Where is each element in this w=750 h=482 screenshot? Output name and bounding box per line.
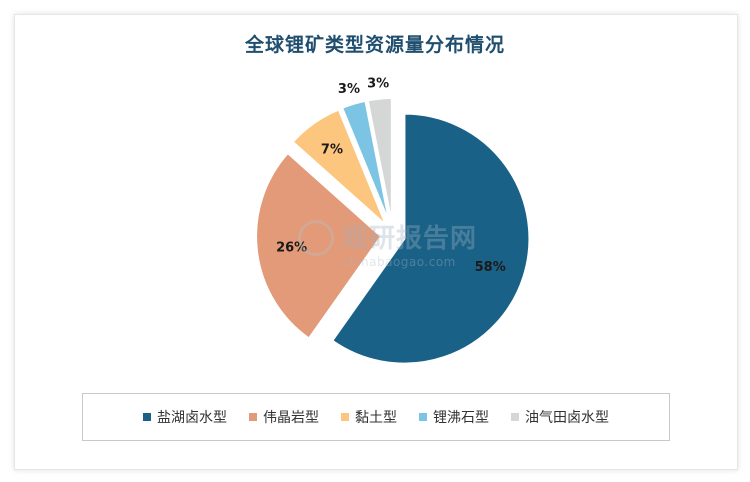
legend-item-pegmatite: 伟晶岩型 (249, 407, 319, 427)
pie-slice-clay (291, 108, 387, 226)
legend-label: 盐湖卤水型 (157, 410, 227, 426)
watermark: 观研报告网 chinabaogao.com (298, 218, 477, 269)
legend-item-clay: 黏土型 (341, 407, 397, 427)
chart-title: 全球锂矿类型资源量分布情况 (244, 34, 505, 56)
legend-label: 油气田卤水型 (525, 410, 609, 426)
watermark-main-text: 观研报告网 (342, 224, 478, 254)
legend-item-salt-lake-brine: 盐湖卤水型 (143, 407, 227, 427)
watermark-sub-text: chinabaogao.com (342, 255, 456, 269)
pie-slice-salt-lake-brine (330, 112, 531, 365)
chart-legend: 盐湖卤水型 伟晶岩型 黏土型 锂沸石型 油气田卤水型 (82, 393, 670, 441)
legend-swatch (511, 413, 519, 421)
legend-swatch (419, 413, 427, 421)
pie-slice-oilfield-brine (366, 97, 393, 224)
watermark-logo-icon (298, 220, 334, 256)
data-label-salt-lake-brine: 58% (475, 260, 506, 275)
legend-label: 黏土型 (355, 410, 397, 426)
legend-label: 伟晶岩型 (263, 410, 319, 426)
data-label-oilfield-brine: 3% (367, 76, 389, 91)
legend-item-jadarite: 锂沸石型 (419, 407, 489, 427)
legend-swatch (143, 413, 151, 421)
legend-item-oilfield-brine: 油气田卤水型 (511, 407, 609, 427)
data-label-jadarite: 3% (338, 82, 360, 97)
data-label-clay: 7% (321, 143, 343, 158)
pie-slice-jadarite (340, 99, 391, 224)
legend-swatch (341, 413, 349, 421)
legend-label: 锂沸石型 (433, 410, 489, 426)
legend-swatch (249, 413, 257, 421)
